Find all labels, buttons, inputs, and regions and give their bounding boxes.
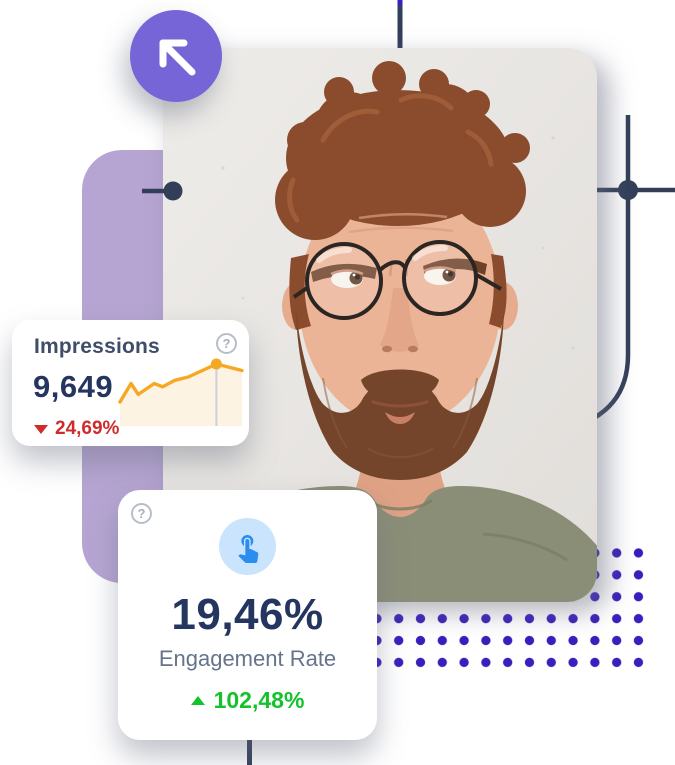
tap-finger-icon <box>237 534 258 563</box>
impressions-sparkline-chart <box>118 358 244 426</box>
engagement-change: 102,48% <box>118 687 377 714</box>
sparkline-highlight-dot <box>210 358 222 370</box>
impressions-card: Impressions ? 9,649 24,69% <box>12 320 249 446</box>
eyes <box>330 266 457 288</box>
round-glasses <box>292 240 502 320</box>
help-icon[interactable]: ? <box>131 503 152 524</box>
hair <box>275 61 530 330</box>
triangle-down-icon <box>34 424 48 434</box>
nose <box>380 288 419 352</box>
bottom-vertical-line <box>247 736 252 765</box>
beard-texture <box>322 377 478 458</box>
hair-highlights <box>287 93 494 223</box>
impressions-value: 9,649 <box>33 369 114 404</box>
top-line-purple-cap <box>397 0 403 6</box>
right-cross-dot <box>618 180 638 200</box>
engagement-change-value: 102,48% <box>213 687 305 713</box>
arrow-circle-button[interactable] <box>130 10 222 102</box>
impressions-change: 24,69% <box>34 418 119 440</box>
triangle-up-icon <box>190 696 205 705</box>
mustache <box>361 369 439 399</box>
nostril <box>408 345 418 353</box>
impressions-title: Impressions <box>34 335 160 358</box>
help-icon[interactable]: ? <box>216 333 237 354</box>
right-curved-line <box>592 115 631 420</box>
mouth <box>371 400 429 408</box>
arrow-up-left-icon <box>159 39 196 76</box>
engagement-rate-card: ? 19,46% Engagement Rate 102,48% <box>118 490 377 740</box>
forehead-creases <box>348 213 454 234</box>
impressions-change-value: 24,69% <box>55 418 120 439</box>
lens-glare <box>316 245 448 263</box>
engagement-rate-value: 19,46% <box>171 590 324 639</box>
engagement-icon-circle <box>219 518 276 575</box>
engagement-rate-label: Engagement Rate <box>158 646 337 671</box>
top-vertical-line <box>397 0 403 50</box>
lower-lip <box>385 412 415 424</box>
nostril <box>382 345 392 353</box>
